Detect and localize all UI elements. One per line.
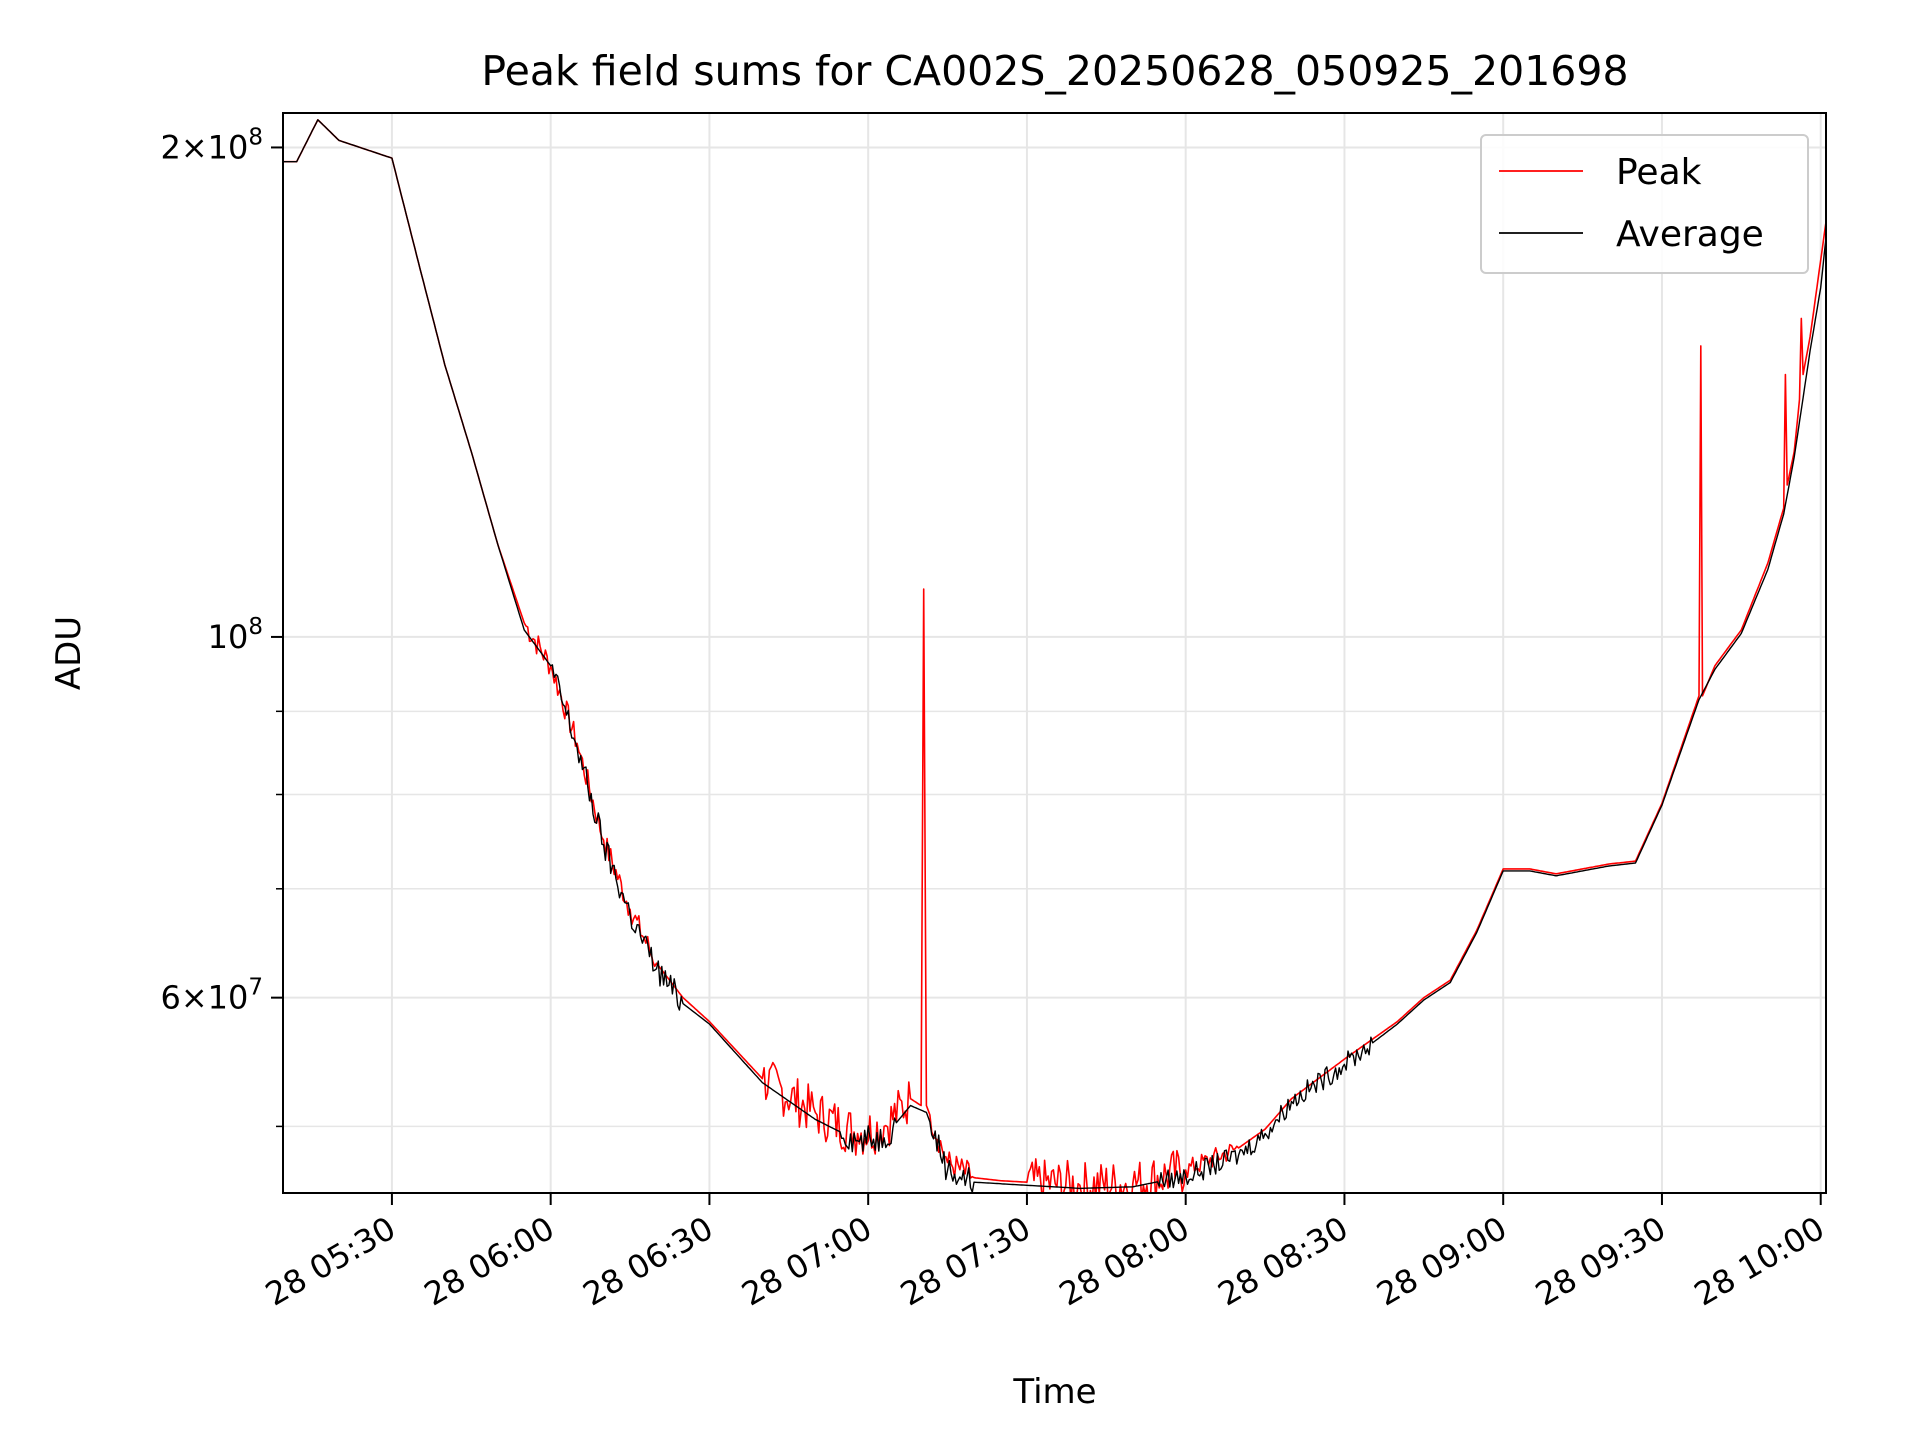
grid bbox=[283, 113, 1826, 1193]
y-tick-mantissa: 6 bbox=[160, 979, 180, 1017]
y-tick-exponent: 8 bbox=[248, 614, 263, 640]
legend-box bbox=[1480, 134, 1809, 274]
plot-frame bbox=[282, 112, 1827, 1194]
series-line-average bbox=[283, 119, 1826, 1193]
y-tick-times: × bbox=[181, 979, 208, 1017]
x-axis-label: Time bbox=[1012, 1372, 1096, 1412]
y-axis-label: ADU bbox=[49, 616, 89, 690]
legend-peak-label: Peak bbox=[1616, 152, 1702, 193]
y-tick-exponent: 7 bbox=[248, 975, 263, 1001]
y-tick-label: 2×108 bbox=[160, 124, 263, 166]
y-tick-base: 10 bbox=[208, 618, 249, 656]
y-tick-mantissa: 2 bbox=[160, 128, 180, 166]
legend: Peak Average bbox=[1480, 134, 1809, 274]
legend-average-label: Average bbox=[1616, 214, 1764, 255]
chart-title: Peak field sums for CA002S_20250628_0509… bbox=[481, 47, 1628, 95]
y-tick-label: 6×107 bbox=[160, 975, 263, 1017]
y-tick-label: 108 bbox=[208, 614, 263, 656]
y-tick-times: × bbox=[181, 128, 208, 166]
plot-lines bbox=[283, 119, 1826, 1193]
y-tick-base: 10 bbox=[208, 979, 249, 1017]
y-tick-base: 10 bbox=[208, 128, 249, 166]
y-tick-exponent: 8 bbox=[248, 124, 263, 150]
series-line-peak bbox=[283, 119, 1826, 1193]
